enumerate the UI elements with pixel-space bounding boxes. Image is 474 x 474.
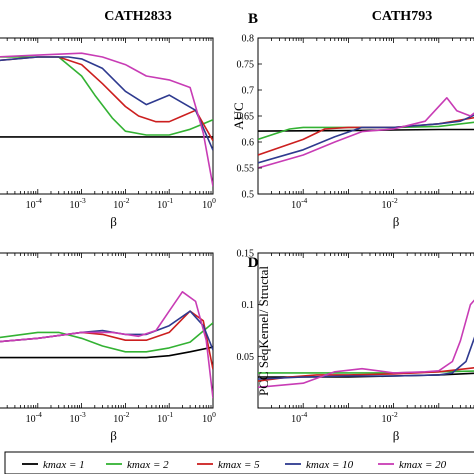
legend: kmax = 1 kmax = 2 kmax = 5 kmax = 10 kmax = … xyxy=(4,451,474,474)
y-tick-label: 0.05 xyxy=(237,352,255,363)
series-line-kmax-20 xyxy=(0,290,213,399)
axes-frame xyxy=(0,37,214,195)
axes-frame xyxy=(257,37,474,195)
series-group xyxy=(258,299,474,389)
series-line-kmax-2 xyxy=(0,56,213,136)
y-tick-label: 0.1 xyxy=(242,300,255,311)
series-line-kmax-5 xyxy=(0,310,213,370)
legend-label: kmax = 1 xyxy=(43,459,85,471)
axes-frame xyxy=(0,252,214,409)
series-line-kmax-1 xyxy=(258,128,474,132)
legend-item: kmax = 1 xyxy=(22,459,85,471)
legend-item: kmax = 20 xyxy=(378,459,447,471)
series-line-kmax-10 xyxy=(258,336,474,380)
y-tick-label: 0.15 xyxy=(237,249,255,260)
series-line-kmax-5 xyxy=(258,116,474,156)
x-tick-label: 10-1 xyxy=(157,196,173,211)
x-tick-label: 10-2 xyxy=(381,196,397,211)
legend-item: kmax = 5 xyxy=(197,459,260,471)
x-tick-label: 10-2 xyxy=(381,410,397,425)
series-line-kmax-20 xyxy=(0,52,213,187)
x-tick-label: 10-2 xyxy=(113,410,129,425)
series-group xyxy=(0,290,213,399)
legend-item: kmax = 10 xyxy=(285,459,354,471)
y-tick-label: 0.55 xyxy=(237,164,255,175)
y-tick-label: 0.5 xyxy=(242,190,255,201)
x-tick-label: 10-2 xyxy=(113,196,129,211)
x-axis-label: β xyxy=(110,428,117,443)
x-axis-label: β xyxy=(393,214,400,229)
x-axis-label: β xyxy=(110,214,117,229)
panel-b: 10-4 10-2 0.5 0.55 0.6 0.65 0.7 0.75 0.8 β AUC CATH… xyxy=(231,9,474,229)
x-tick-label: 10-3 xyxy=(69,410,85,425)
series-line-kmax-2 xyxy=(0,322,213,353)
series-line-kmax-20 xyxy=(258,299,474,389)
x-tick-label: 100 xyxy=(202,410,216,425)
series-line-kmax-20 xyxy=(258,97,474,169)
legend-frame xyxy=(4,451,474,474)
panel-title: CATH2833 xyxy=(104,9,171,24)
legend-label: kmax = 2 xyxy=(127,459,169,471)
panel-title: CATH793 xyxy=(372,9,432,24)
x-tick-label: 10-3 xyxy=(69,196,85,211)
x-tick-label: 10-4 xyxy=(291,196,307,211)
y-tick-label: 0.7 xyxy=(242,86,255,97)
series-group xyxy=(258,97,474,169)
legend-item: kmax = 2 xyxy=(106,459,169,471)
legend-label: kmax = 5 xyxy=(218,459,260,471)
series-line-kmax-1 xyxy=(0,346,213,359)
panel-letter: D xyxy=(248,255,259,271)
series-line-kmax-10 xyxy=(258,114,474,164)
x-tick-label: 10-4 xyxy=(26,410,42,425)
series-line-kmax-5 xyxy=(0,56,213,142)
y-tick-label: 0.8 xyxy=(242,34,255,45)
x-tick-label: 10-1 xyxy=(157,410,173,425)
legend-label: kmax = 10 xyxy=(306,459,354,471)
x-tick-label: 10-4 xyxy=(291,410,307,425)
y-axis-label: PCC SeqKernel/ Structal xyxy=(256,266,271,396)
x-tick-label: 10-4 xyxy=(26,196,42,211)
y-axis-label: AUC xyxy=(231,102,246,129)
y-tick-label: 0.6 xyxy=(242,138,255,149)
panel-d: 10-4 10-2 0.05 0.1 0.15 β PCC SeqKernel/ Struc… xyxy=(237,249,474,443)
axes-frame xyxy=(257,252,474,409)
x-tick-label: 100 xyxy=(202,196,216,211)
legend-label: kmax = 20 xyxy=(399,459,447,471)
x-axis-label: β xyxy=(393,428,400,443)
panel-a: 10-4 10-3 10-2 10-1 100 β CATH2833 xyxy=(0,9,216,229)
panel-c: 10-4 10-3 10-2 10-1 100 β xyxy=(0,252,216,443)
y-tick-label: 0.75 xyxy=(237,60,255,71)
series-line-kmax-10 xyxy=(0,56,213,151)
series-group xyxy=(0,52,213,187)
panel-letter: B xyxy=(248,11,258,27)
y-tick-label: 0.65 xyxy=(237,112,255,123)
